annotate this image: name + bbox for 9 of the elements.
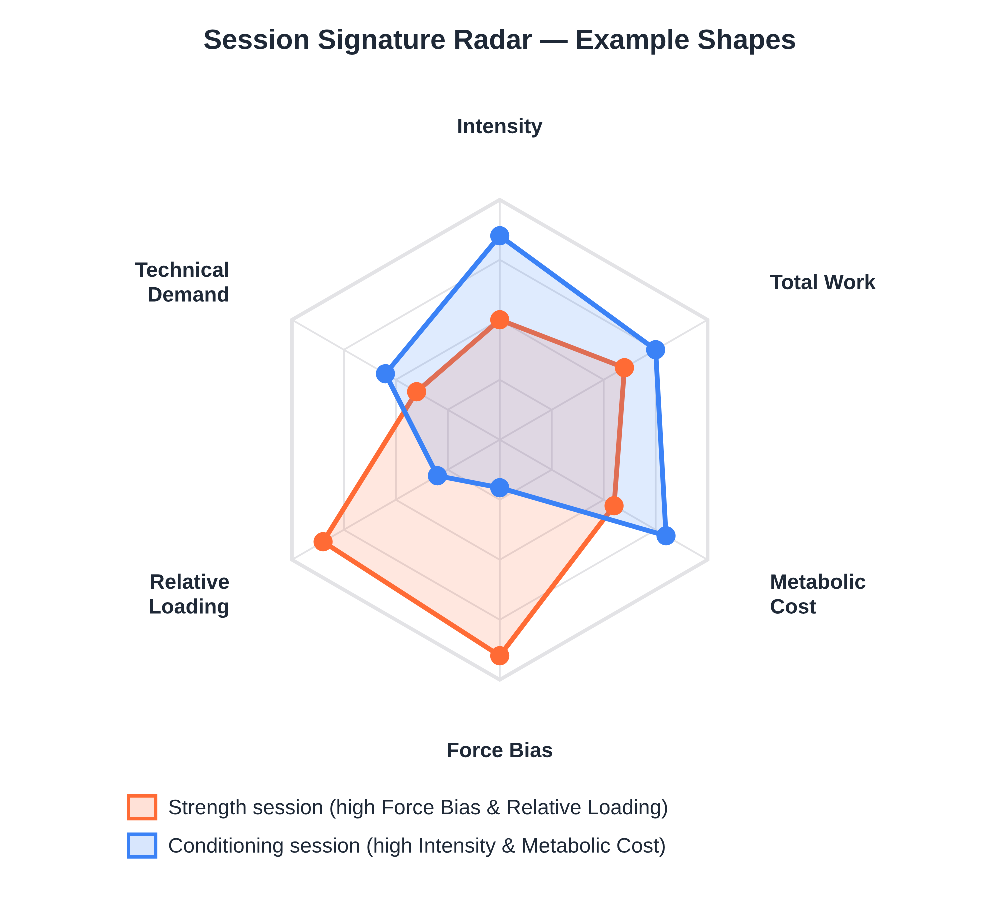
spoke-label: Metabolic Cost	[771, 574, 866, 614]
legend-label: Strength session (high Force Bias & Relative Loading)	[169, 799, 668, 819]
spoke-label: Technical Demand	[135, 262, 228, 302]
spoke-label: Total Work	[770, 274, 876, 290]
chart-title: Session Signature Radar — Example Shapes	[204, 28, 796, 56]
legend-label: Conditioning session (high Intensity & Metabolic Cost)	[169, 838, 665, 858]
spoke-label: Force Bias	[448, 742, 552, 758]
spoke-label: Intensity	[458, 118, 543, 138]
spoke-label: Relative Loading	[150, 574, 230, 618]
